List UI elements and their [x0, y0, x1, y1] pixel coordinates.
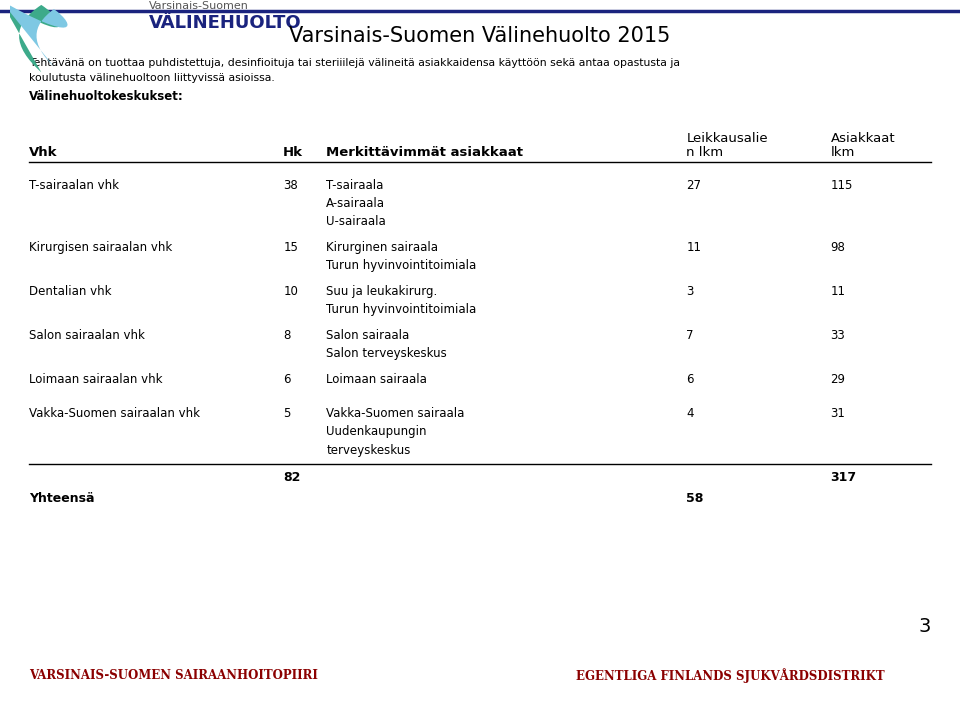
Text: U-sairaala: U-sairaala	[326, 215, 386, 228]
Text: VARSINAIS-SUOMEN SAIRAANHOITOPIIRI: VARSINAIS-SUOMEN SAIRAANHOITOPIIRI	[29, 669, 318, 682]
Text: 31: 31	[830, 407, 845, 420]
Text: 6: 6	[686, 373, 694, 386]
Text: Merkittävimmät asiakkaat: Merkittävimmät asiakkaat	[326, 146, 523, 159]
Text: Välinehuoltokeskukset:: Välinehuoltokeskukset:	[29, 90, 183, 102]
Text: Loimaan sairaalan vhk: Loimaan sairaalan vhk	[29, 373, 162, 386]
Text: koulutusta välinehuoltoon liittyvissä asioissa.: koulutusta välinehuoltoon liittyvissä as…	[29, 73, 275, 83]
Text: Hk: Hk	[283, 146, 303, 159]
Text: 29: 29	[830, 373, 846, 386]
Text: Salon sairaala: Salon sairaala	[326, 329, 410, 342]
Text: VÄLINEHUOLTO: VÄLINEHUOLTO	[149, 14, 301, 32]
Text: 33: 33	[830, 329, 845, 342]
Text: 6: 6	[283, 373, 291, 386]
Text: Kirurgisen sairaalan vhk: Kirurgisen sairaalan vhk	[29, 241, 172, 254]
Text: 8: 8	[283, 329, 291, 342]
Text: Asiakkaat: Asiakkaat	[830, 132, 895, 145]
Text: 11: 11	[830, 285, 846, 298]
PathPatch shape	[19, 5, 63, 72]
Text: Uudenkaupungin: Uudenkaupungin	[326, 425, 427, 438]
Text: Vakka-Suomen sairaalan vhk: Vakka-Suomen sairaalan vhk	[29, 407, 200, 420]
Text: Loimaan sairaala: Loimaan sairaala	[326, 373, 427, 386]
Text: Leikkausalie: Leikkausalie	[686, 132, 768, 145]
Text: EGENTLIGA FINLANDS SJUKVÅRDSDISTRIKT: EGENTLIGA FINLANDS SJUKVÅRDSDISTRIKT	[576, 668, 884, 683]
Text: Salon terveyskeskus: Salon terveyskeskus	[326, 347, 447, 360]
Text: 38: 38	[283, 178, 298, 192]
Text: T-sairaala: T-sairaala	[326, 178, 384, 192]
Text: Dentalian vhk: Dentalian vhk	[29, 285, 111, 298]
Text: Vhk: Vhk	[29, 146, 58, 159]
Text: Tehtävänä on tuottaa puhdistettuja, desinfioituja tai steriiilejä välineitä asia: Tehtävänä on tuottaa puhdistettuja, desi…	[29, 58, 680, 68]
Text: 5: 5	[283, 407, 291, 420]
Text: Varsinais-Suomen: Varsinais-Suomen	[149, 1, 249, 11]
Text: T-sairaalan vhk: T-sairaalan vhk	[29, 178, 119, 192]
Text: Kirurginen sairaala: Kirurginen sairaala	[326, 241, 439, 254]
Text: Suu ja leukakirurg.: Suu ja leukakirurg.	[326, 285, 438, 298]
Text: 10: 10	[283, 285, 298, 298]
Text: 3: 3	[919, 617, 931, 636]
Text: Yhteensä: Yhteensä	[29, 491, 94, 505]
Text: Varsinais-Suomen Välinehuolto 2015: Varsinais-Suomen Välinehuolto 2015	[289, 26, 671, 46]
Text: 98: 98	[830, 241, 845, 254]
Text: Vakka-Suomen sairaala: Vakka-Suomen sairaala	[326, 407, 465, 420]
Text: 58: 58	[686, 491, 704, 505]
Text: 3: 3	[686, 285, 694, 298]
Text: 4: 4	[686, 407, 694, 420]
Text: 317: 317	[830, 471, 856, 484]
Text: 15: 15	[283, 241, 298, 254]
PathPatch shape	[36, 9, 71, 67]
Text: 82: 82	[283, 471, 300, 484]
Text: 115: 115	[830, 178, 852, 192]
Text: lkm: lkm	[830, 146, 854, 159]
Text: 27: 27	[686, 178, 702, 192]
Text: Turun hyvinvointitoimiala: Turun hyvinvointitoimiala	[326, 303, 477, 316]
Text: 11: 11	[686, 241, 702, 254]
Text: A-sairaala: A-sairaala	[326, 197, 385, 210]
Text: n lkm: n lkm	[686, 146, 724, 159]
Text: 7: 7	[686, 329, 694, 342]
Text: Salon sairaalan vhk: Salon sairaalan vhk	[29, 329, 145, 342]
Text: Turun hyvinvointitoimiala: Turun hyvinvointitoimiala	[326, 259, 477, 272]
Text: terveyskeskus: terveyskeskus	[326, 444, 411, 456]
